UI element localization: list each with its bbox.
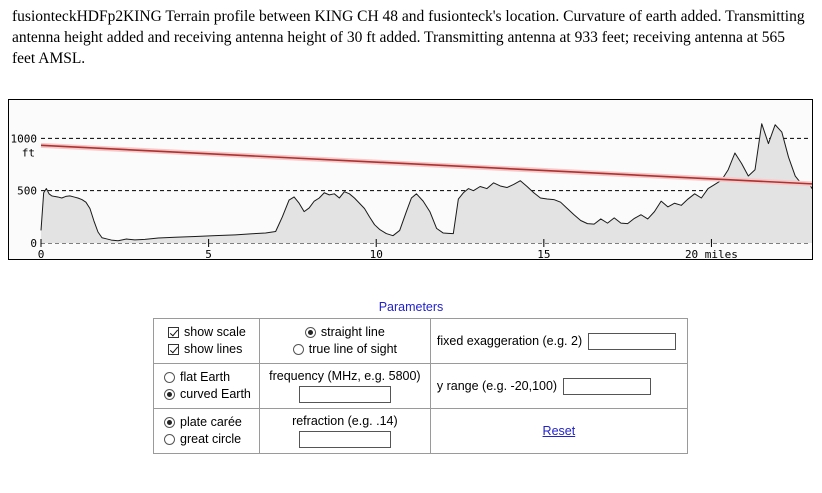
table-row: flat Earth curved Earth frequency (MHz, … [153, 363, 688, 409]
cell-line-mode: straight line true line of sight [258, 318, 431, 364]
radio-plate-caree-label: plate carée [180, 415, 242, 429]
terrain-profile-chart: 0 500 1000 ft 0 5 10 15 20 miles [8, 99, 813, 260]
checkbox-show-lines[interactable]: show lines [168, 341, 242, 358]
checkbox-icon[interactable] [168, 327, 179, 338]
x-axis-ticks [40, 239, 712, 247]
checkbox-show-scale-label: show scale [184, 325, 246, 339]
cell-projection: plate carée great circle [153, 408, 260, 454]
radio-great-circle-label: great circle [180, 432, 242, 446]
parameters-title: Parameters [378, 300, 444, 314]
reset-link[interactable]: Reset [542, 424, 576, 438]
line-of-sight [40, 144, 812, 185]
radio-flat-earth[interactable]: flat Earth [164, 369, 230, 386]
radio-true-line-of-sight-label: true line of sight [308, 342, 397, 356]
terrain-outline [40, 123, 812, 242]
radio-icon[interactable] [292, 344, 304, 355]
radio-icon[interactable] [164, 417, 175, 428]
cell-refraction: refraction (e.g. .14) [258, 408, 431, 454]
table-row: show scale show lines straight line [153, 318, 688, 364]
radio-flat-earth-label: flat Earth [180, 370, 231, 384]
radio-curved-earth-label: curved Earth [180, 387, 251, 401]
checkbox-icon[interactable] [168, 344, 179, 355]
radio-icon[interactable] [304, 327, 316, 338]
svg-text:0: 0 [30, 237, 37, 250]
exaggeration-input[interactable] [588, 332, 677, 350]
radio-icon[interactable] [164, 372, 175, 383]
y-range-input[interactable] [563, 377, 652, 395]
table-row: plate carée great circle refraction (e.g… [153, 408, 688, 454]
parameters-table: show scale show lines straight line [153, 318, 688, 454]
frequency-label: frequency (MHz, e.g. 5800) [269, 369, 421, 383]
svg-text:10: 10 [370, 248, 383, 259]
radio-great-circle[interactable]: great circle [164, 431, 241, 448]
exaggeration-label: fixed exaggeration (e.g. 2) [436, 334, 583, 348]
cell-frequency: frequency (MHz, e.g. 5800) [258, 363, 431, 409]
y-range-label: y range (e.g. -20,100) [436, 379, 558, 393]
radio-straight-line-label: straight line [320, 325, 385, 339]
terrain-fill [41, 123, 812, 243]
svg-text:500: 500 [17, 185, 37, 198]
svg-text:1000: 1000 [11, 132, 38, 145]
radio-icon[interactable] [164, 389, 175, 400]
page-title: fusionteckHDFp2KING Terrain profile betw… [12, 8, 805, 67]
radio-plate-caree[interactable]: plate carée [164, 414, 242, 431]
refraction-label: refraction (e.g. .14) [292, 414, 398, 428]
radio-true-line-of-sight[interactable]: true line of sight [292, 341, 397, 358]
checkbox-show-scale[interactable]: show scale [168, 324, 246, 341]
radio-curved-earth[interactable]: curved Earth [164, 386, 251, 403]
refraction-input[interactable] [298, 431, 391, 448]
svg-text:20 miles: 20 miles [685, 248, 738, 259]
svg-text:15: 15 [537, 248, 550, 259]
svg-text:ft: ft [22, 146, 35, 159]
cell-display-options: show scale show lines [153, 318, 260, 364]
cell-y-range: y range (e.g. -20,100) [429, 363, 688, 409]
svg-text:5: 5 [205, 248, 212, 259]
x-axis-labels: 0 5 10 15 20 miles [38, 248, 738, 259]
cell-exaggeration: fixed exaggeration (e.g. 2) [429, 318, 688, 364]
checkbox-show-lines-label: show lines [184, 342, 243, 356]
cell-reset: Reset [429, 408, 688, 454]
radio-straight-line[interactable]: straight line [304, 324, 385, 341]
frequency-input[interactable] [298, 386, 391, 403]
radio-icon[interactable] [164, 434, 175, 445]
svg-text:0: 0 [38, 248, 45, 259]
cell-earth-model: flat Earth curved Earth [153, 363, 260, 409]
